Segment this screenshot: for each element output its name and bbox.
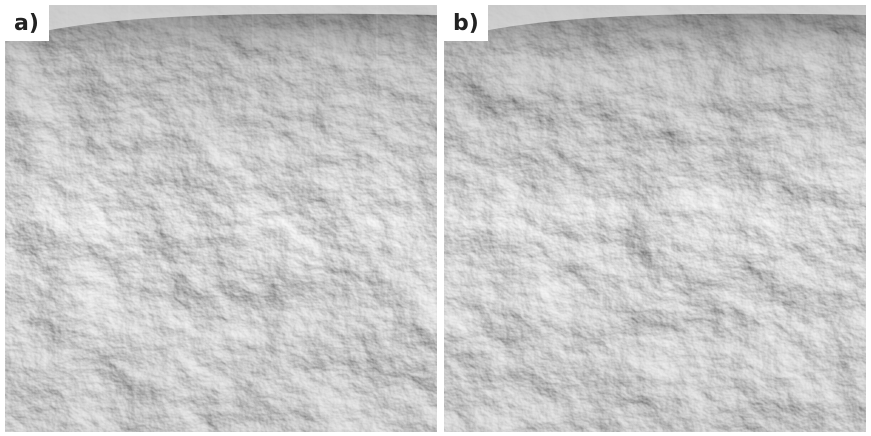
shade-b: [444, 5, 866, 432]
panel-label: a): [14, 11, 39, 36]
panel-label: b): [453, 11, 479, 36]
figure: a) b): [0, 0, 871, 436]
tile-grid: [5, 5, 437, 205]
panel-a: [5, 5, 437, 432]
panel-b: [444, 5, 866, 432]
